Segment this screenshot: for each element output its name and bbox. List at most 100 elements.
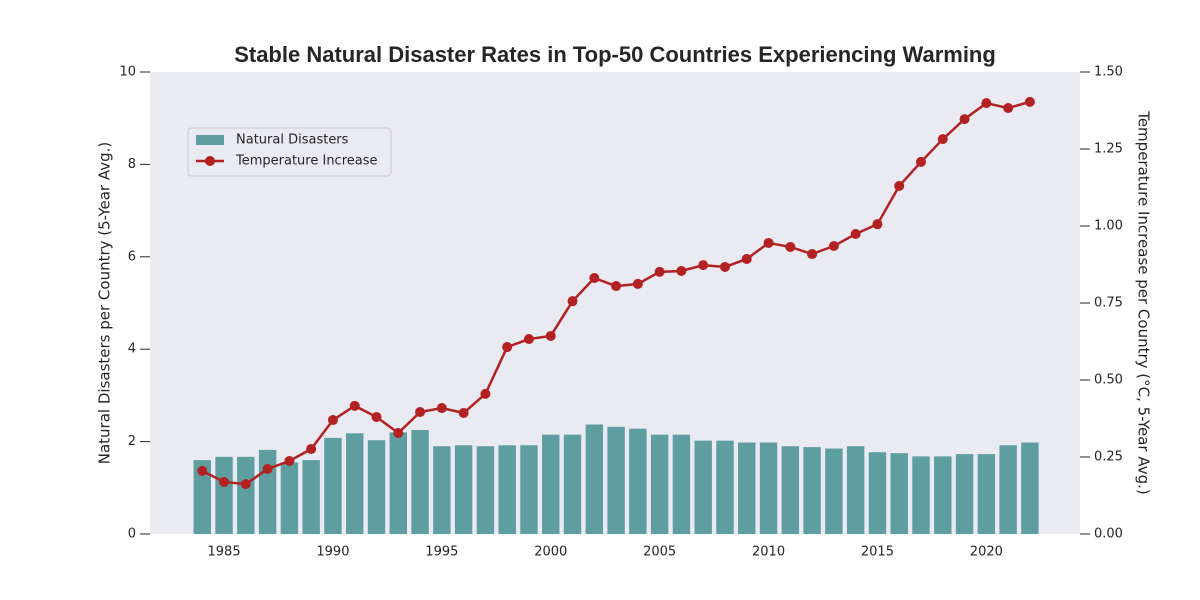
- line-marker: [916, 156, 927, 167]
- legend-box: [187, 127, 392, 177]
- bar: [215, 456, 233, 534]
- y-tick-label: 6: [128, 249, 136, 264]
- bar: [324, 437, 342, 534]
- bar: [367, 440, 386, 534]
- chart-title: Stable Natural Disaster Rates in Top-50 …: [234, 42, 996, 67]
- line-marker: [306, 443, 317, 454]
- line-marker: [676, 265, 687, 276]
- bar: [193, 460, 211, 534]
- bar: [302, 460, 320, 534]
- bar: [476, 446, 495, 534]
- line-marker: [393, 427, 404, 438]
- bar: [650, 434, 669, 534]
- line-marker: [502, 342, 513, 353]
- line-marker: [807, 249, 818, 260]
- bar: [280, 462, 299, 534]
- line-marker: [197, 465, 208, 476]
- bar: [237, 456, 255, 534]
- bar: [607, 426, 625, 534]
- y2-tick-label: 1.00: [1094, 219, 1123, 234]
- y2-tick-label: 1.25: [1094, 142, 1123, 157]
- bar: [825, 448, 843, 534]
- line-marker: [567, 296, 578, 307]
- bar: [846, 446, 865, 534]
- line-marker: [632, 278, 643, 289]
- line-marker: [894, 180, 905, 191]
- line-marker: [719, 261, 730, 272]
- line-marker: [937, 134, 948, 145]
- x-tick-label: 1995: [425, 545, 458, 560]
- bar: [498, 445, 516, 534]
- bar: [955, 454, 974, 534]
- y-tick-label: 4: [128, 342, 136, 357]
- bar: [890, 453, 908, 534]
- legend-swatch: [205, 156, 215, 166]
- y-axis-label: Natural Disasters per Country (5-Year Av…: [96, 142, 114, 465]
- bar: [563, 434, 582, 534]
- line-marker: [872, 219, 883, 230]
- line-marker: [436, 403, 447, 414]
- line-marker: [785, 241, 796, 252]
- y2-tick-label: 0.00: [1094, 527, 1123, 542]
- line-marker: [981, 98, 992, 109]
- line-marker: [828, 241, 839, 252]
- line-marker: [240, 479, 251, 490]
- bar: [977, 454, 996, 534]
- line-marker: [850, 229, 861, 240]
- x-tick-label: 2005: [643, 545, 676, 560]
- bar: [672, 434, 691, 534]
- line-marker: [1003, 103, 1014, 114]
- bar: [912, 456, 930, 534]
- line-marker: [763, 237, 774, 248]
- bar: [738, 442, 756, 534]
- bar: [629, 428, 647, 534]
- y2-tick-label: 0.50: [1094, 373, 1123, 388]
- x-tick-label: 2015: [861, 545, 894, 560]
- line-marker: [480, 388, 491, 399]
- legend-label: Temperature Increase: [235, 154, 378, 169]
- y2-tick-label: 0.25: [1094, 450, 1123, 465]
- y-tick-label: 10: [119, 65, 136, 80]
- bar: [258, 449, 277, 534]
- line-marker: [327, 415, 338, 426]
- legend-swatch: [196, 135, 224, 145]
- y-tick-label: 2: [128, 434, 136, 449]
- line-marker: [219, 476, 230, 487]
- line-marker: [349, 400, 360, 411]
- x-tick-label: 2000: [534, 545, 567, 560]
- x-tick-label: 1990: [316, 545, 349, 560]
- bar: [716, 440, 734, 534]
- line-marker: [1024, 96, 1035, 107]
- bar: [542, 434, 560, 534]
- bar: [999, 445, 1017, 534]
- y-tick-label: 8: [128, 157, 136, 172]
- x-tick-label: 2010: [752, 545, 785, 560]
- bar: [759, 442, 778, 534]
- line-marker: [284, 456, 295, 467]
- line-marker: [611, 281, 622, 292]
- bar: [411, 430, 429, 534]
- line-marker: [698, 260, 709, 271]
- bar: [346, 433, 364, 534]
- bar: [781, 446, 800, 534]
- line-marker: [959, 114, 970, 125]
- line-marker: [415, 407, 426, 418]
- line-marker: [741, 253, 752, 264]
- y2-axis-label: Temperature Increase per Country (°C, 5-…: [1135, 110, 1153, 495]
- bar: [389, 432, 408, 534]
- y-tick-label: 0: [128, 527, 136, 542]
- bar: [520, 445, 538, 534]
- line-marker: [371, 411, 382, 422]
- x-tick-label: 1985: [208, 545, 241, 560]
- bar: [694, 440, 712, 534]
- bar: [868, 452, 887, 534]
- legend-label: Natural Disasters: [236, 133, 349, 148]
- x-tick-label: 2020: [970, 545, 1003, 560]
- bar: [454, 445, 473, 534]
- bar: [803, 447, 821, 534]
- line-marker: [654, 266, 665, 277]
- line-marker: [589, 273, 600, 284]
- line-marker: [262, 464, 273, 475]
- bar: [934, 456, 952, 534]
